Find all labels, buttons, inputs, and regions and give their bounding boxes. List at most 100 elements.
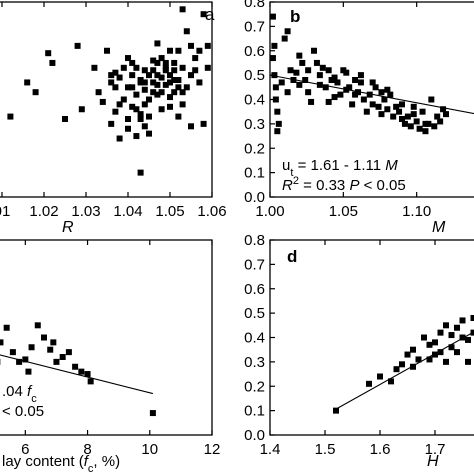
data-point [390,113,397,120]
data-point [410,346,416,353]
data-point [313,59,320,66]
data-point [316,72,323,79]
data-point [366,380,372,387]
data-point [454,349,460,356]
data-point [175,113,182,120]
y-tick-label: 0.8 [244,0,265,11]
data-point [141,101,148,108]
x-axis-title-part: lay content ( [2,453,84,470]
data-point [393,103,400,110]
data-point [154,91,161,98]
panel-b: 1.001.051.101.10.00.10.20.30.40.50.60.70… [244,0,474,236]
data-point [272,96,279,103]
data-point [62,116,68,122]
x-axis-title: R [62,219,74,236]
data-point [141,79,148,86]
data-point [133,133,140,140]
data-point [183,28,190,35]
data-point [179,101,186,108]
equation-annotation-part: 2 [293,175,299,187]
data-point [331,94,338,101]
data-point [269,55,276,62]
data-point [271,72,278,79]
data-point [162,59,169,66]
y-tick-label: 0.3 [244,116,265,133]
y-tick-label: 0.4 [244,330,265,347]
data-point [0,339,4,346]
data-point [426,341,433,348]
equation-annotation-part: P [349,177,359,194]
data-point [9,349,16,356]
panel-letter: b [290,7,300,26]
panel-a: 01 1.02 1.03 1.04 1.05 1.06 a R [0,1,227,236]
data-point [7,113,14,120]
y-tick-label: 0.2 [244,378,265,395]
y-tick-label: 0.8 [244,232,265,249]
data-point [331,74,338,81]
x-axis-title: M [432,219,446,236]
data-point [162,67,169,74]
data-point [154,81,161,88]
data-point [108,72,115,79]
equation-annotation-part: = 0.33 [299,177,349,194]
data-point [443,322,449,329]
data-point [53,358,60,365]
data-point [393,366,400,373]
data-point [112,84,119,91]
data-point [125,84,131,91]
data-point [175,47,182,54]
data-point [470,315,474,321]
data-point [346,84,353,91]
data-point [167,103,173,110]
data-point [305,89,312,96]
data-point [422,120,429,127]
data-point [387,91,394,98]
data-point [32,89,39,96]
data-point [3,324,10,331]
data-point [150,89,157,96]
data-point [150,57,157,64]
data-point [274,108,281,115]
x-tick-label: 1.4 [260,441,281,458]
data-point [399,116,405,122]
data-point [459,317,466,324]
data-point [179,89,186,96]
data-point [325,98,332,105]
data-point [204,64,211,71]
data-point [34,322,41,329]
y-tick-label: 0.0 [244,189,265,206]
x-tick-label: 1.06 [197,203,226,220]
data-point [271,42,278,49]
data-point [116,135,123,142]
data-point [154,40,161,47]
equation-annotation: .04 fc [2,383,37,405]
data-point [311,47,317,54]
data-point [158,55,165,62]
data-point [287,67,294,74]
data-point [167,47,173,54]
panel-d: 1.4 1.5 1.6 1.7 0.0 0.1 0.2 0.3 0.4 0.5 0.6 0.7 0.8 d… [244,232,474,470]
data-point [171,67,178,74]
y-tick-label: 0.7 [244,256,265,273]
data-point [349,101,356,108]
data-point [133,91,140,98]
data-point [459,334,466,341]
x-tick-label: 1.7 [425,441,446,458]
data-point [299,59,306,66]
data-point [188,42,194,49]
y-tick-label: 0.5 [244,67,265,84]
data-point [319,64,326,71]
equation-annotation: < 0.05 [2,403,44,420]
panel-letter: a [205,5,215,24]
x-tick-label: 1.6 [370,441,391,458]
data-point [432,339,438,346]
data-point [302,77,309,83]
data-point [95,89,102,96]
data-point [404,113,411,120]
data-point [129,103,136,110]
data-point [437,118,444,125]
data-point [141,86,148,93]
data-point [179,64,186,71]
x-tick-label: 1.03 [71,203,100,220]
data-point [269,13,276,20]
